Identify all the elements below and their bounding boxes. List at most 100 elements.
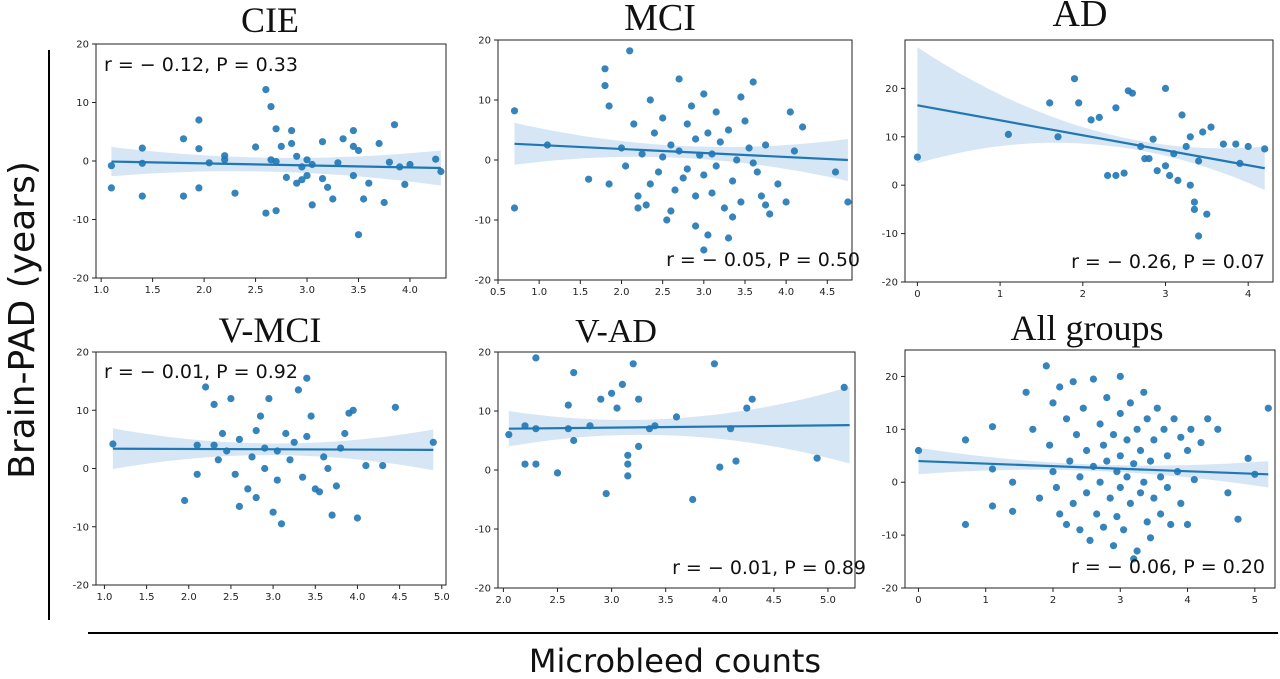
data-point bbox=[318, 138, 327, 146]
data-point bbox=[1203, 210, 1211, 218]
panel-title: All groups bbox=[1011, 308, 1164, 348]
data-point bbox=[334, 159, 342, 167]
data-point bbox=[1153, 167, 1161, 175]
y-tick-label: 0 bbox=[485, 156, 491, 167]
panel-title: AD bbox=[1053, 0, 1108, 35]
data-point bbox=[218, 429, 227, 438]
data-point bbox=[700, 246, 708, 254]
data-point bbox=[1069, 499, 1077, 507]
y-tick-label: 20 bbox=[76, 348, 89, 359]
data-point bbox=[273, 476, 281, 484]
data-point bbox=[601, 82, 609, 90]
x-tick-label: 4.0 bbox=[349, 592, 365, 603]
data-point bbox=[630, 120, 638, 128]
data-point bbox=[1046, 99, 1054, 107]
data-point bbox=[597, 395, 605, 403]
data-point bbox=[704, 129, 712, 137]
data-point bbox=[786, 108, 794, 116]
y-tick-label: 20 bbox=[478, 36, 491, 47]
data-point bbox=[349, 406, 357, 414]
data-point bbox=[1009, 478, 1017, 486]
regression-line bbox=[508, 424, 850, 430]
data-point bbox=[729, 177, 737, 185]
data-point bbox=[1182, 142, 1190, 151]
data-point bbox=[1167, 520, 1175, 529]
data-point bbox=[1104, 171, 1112, 180]
data-point bbox=[1207, 123, 1215, 131]
plot-frame bbox=[497, 351, 856, 589]
data-point bbox=[1244, 454, 1252, 462]
data-point bbox=[1186, 181, 1194, 189]
data-point bbox=[1190, 205, 1198, 213]
data-point bbox=[1190, 198, 1198, 206]
data-point bbox=[354, 231, 363, 239]
data-point bbox=[813, 454, 821, 462]
plot-frame bbox=[904, 39, 1274, 283]
data-point bbox=[748, 395, 756, 403]
y-tick-label: 0 bbox=[892, 181, 898, 192]
data-point bbox=[1161, 84, 1170, 92]
data-point bbox=[689, 495, 697, 504]
data-point bbox=[654, 168, 663, 176]
data-point bbox=[1096, 420, 1104, 428]
data-point bbox=[831, 168, 840, 176]
y-tick-label: 0 bbox=[485, 466, 491, 477]
x-tick-label: 1 bbox=[983, 595, 989, 606]
x-tick-label: 3.5 bbox=[737, 287, 753, 298]
regression-line bbox=[918, 459, 1269, 476]
data-point bbox=[729, 213, 737, 221]
x-tick-label: 0 bbox=[915, 595, 921, 606]
data-point bbox=[1099, 523, 1108, 531]
data-point bbox=[1093, 510, 1101, 518]
data-point bbox=[1120, 169, 1128, 177]
x-tick-label: 4.0 bbox=[778, 287, 794, 298]
y-tick-label: -10 bbox=[882, 531, 898, 542]
data-point bbox=[324, 464, 332, 473]
data-point bbox=[1163, 483, 1171, 492]
x-tick-label: 4.0 bbox=[712, 595, 728, 606]
data-point bbox=[570, 369, 578, 377]
data-point bbox=[679, 174, 687, 182]
x-tick-label: 3 bbox=[1117, 595, 1123, 606]
data-point bbox=[1113, 468, 1121, 476]
data-point bbox=[277, 520, 286, 528]
x-tick-label: 4 bbox=[1245, 289, 1251, 300]
data-point bbox=[1136, 489, 1145, 497]
y-tick-label: 0 bbox=[892, 478, 898, 489]
confidence-band bbox=[508, 386, 850, 464]
data-point bbox=[521, 460, 529, 468]
data-point bbox=[390, 121, 399, 129]
data-point bbox=[210, 441, 218, 449]
data-point bbox=[840, 383, 848, 391]
y-tick-label: -10 bbox=[475, 525, 491, 536]
data-point bbox=[252, 143, 260, 151]
data-point bbox=[181, 496, 189, 505]
data-point bbox=[741, 117, 749, 125]
x-tick-label: 1.0 bbox=[96, 592, 112, 603]
data-point bbox=[961, 436, 970, 444]
data-point bbox=[675, 75, 683, 83]
data-point bbox=[262, 86, 270, 94]
data-point bbox=[272, 125, 280, 133]
data-point bbox=[914, 446, 923, 455]
data-point bbox=[107, 162, 115, 170]
x-tick-label: 2 bbox=[1050, 595, 1056, 606]
y-tick-label: -20 bbox=[882, 584, 898, 595]
plot-frame bbox=[95, 351, 447, 586]
y-tick-label: -20 bbox=[73, 581, 89, 592]
y-tick-label: 10 bbox=[76, 98, 89, 109]
data-point bbox=[1042, 362, 1050, 370]
data-point bbox=[1103, 394, 1111, 402]
data-point bbox=[391, 403, 399, 411]
x-tick-label: 2 bbox=[1080, 289, 1086, 300]
data-point bbox=[790, 147, 799, 155]
x-tick-label: 4.5 bbox=[392, 592, 408, 603]
data-point bbox=[1056, 383, 1064, 391]
y-tick-label: -20 bbox=[475, 584, 491, 595]
data-point bbox=[1103, 457, 1111, 465]
correlation-annotation: r = − 0.26, P = 0.07 bbox=[1071, 251, 1265, 273]
data-point bbox=[1072, 431, 1081, 439]
data-point bbox=[375, 139, 383, 148]
data-point bbox=[613, 404, 621, 412]
